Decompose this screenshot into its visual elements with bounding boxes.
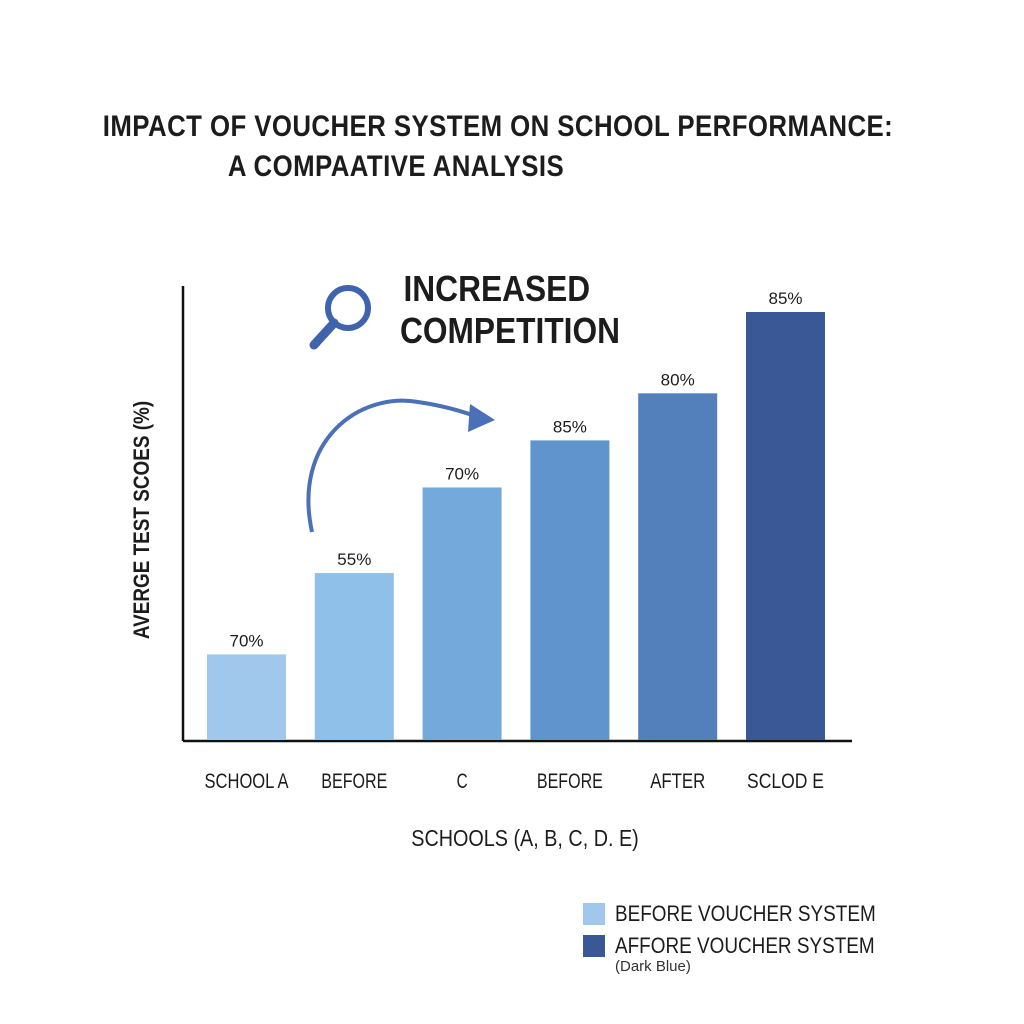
x-tick-label-3: C (457, 770, 468, 793)
magnifying-glass-icon (309, 285, 371, 350)
annotation-text: INCREASED COMPETITION (400, 268, 620, 351)
legend-item-after: AFFORE VOUCHER SYSTEM (583, 930, 918, 962)
legend-swatch-before (583, 903, 605, 925)
chart-title-line2: A COMPAATIVE ANALYSIS (227, 150, 565, 183)
chart-title-line1: IMPACT OF VOUCHER SYSTEM ON SCHOOL PERFO… (102, 110, 894, 143)
bar-1 (207, 654, 286, 740)
x-tick-label-6: SCLOD E (747, 770, 824, 793)
bar-value-label-6: 85% (768, 289, 802, 308)
legend-note: (Dark Blue) (615, 958, 691, 975)
x-tick-label-5: AFTER (650, 770, 705, 793)
x-tick-label-1: SCHOOL A (205, 770, 289, 793)
bar-value-label-3: 70% (445, 464, 479, 483)
legend-label-after: AFFORE VOUCHER SYSTEM (615, 933, 875, 958)
legend-label-before: BEFORE VOUCHER SYSTEM (615, 901, 876, 926)
bar-value-label-2: 55% (337, 550, 371, 569)
bar-2 (314, 573, 394, 740)
x-tick-label-2: BEFORE (321, 770, 387, 793)
x-axis-label: SCHOOLS (A, B, C, D. E) (411, 825, 639, 851)
bar-value-label-1: 70% (229, 631, 263, 650)
bar-6 (746, 312, 825, 740)
x-tick-label-4: BEFORE (537, 770, 603, 793)
legend-swatch-after (583, 935, 605, 957)
curved-arrow-icon (306, 398, 495, 533)
bar-4 (530, 440, 610, 740)
bar-value-label-4: 85% (553, 417, 587, 436)
bar-value-label-5: 80% (661, 370, 695, 389)
legend-item-before: BEFORE VOUCHER SYSTEM (583, 898, 918, 930)
legend: BEFORE VOUCHER SYSTEM AFFORE VOUCHER SYS… (583, 898, 918, 975)
y-axis-label: AVERGE TEST SCOES (%) (129, 400, 154, 640)
bar-3 (422, 487, 502, 740)
bar-5 (638, 393, 718, 740)
